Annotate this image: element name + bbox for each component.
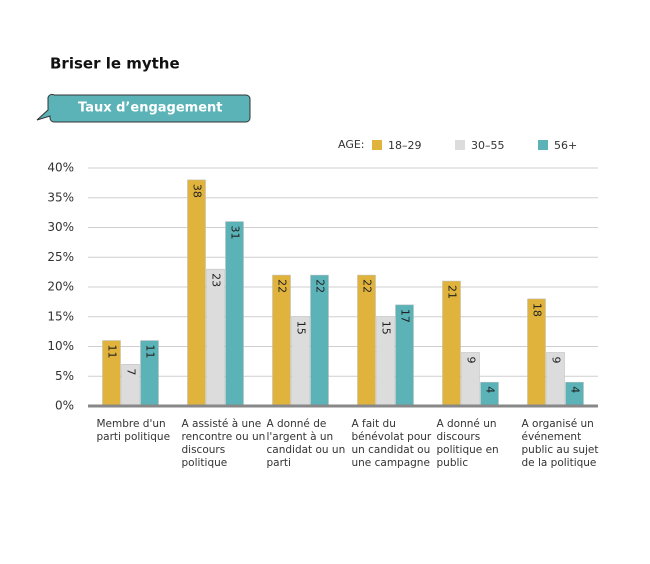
y-tick-label: 40% <box>47 161 74 175</box>
bar <box>187 179 206 407</box>
legend-label: 56+ <box>554 139 577 152</box>
bar-value-label: 23 <box>210 273 223 287</box>
bar-value-label: 15 <box>380 321 393 335</box>
badge <box>36 93 251 123</box>
bar <box>206 268 225 407</box>
bar <box>442 280 461 407</box>
bar-value-label: 4 <box>569 386 582 393</box>
chart-title: Briser le mythe <box>50 55 180 73</box>
bar-value-label: 21 <box>446 285 459 299</box>
x-tick-label: A donné de l'argent à un candidat ou un … <box>266 418 346 469</box>
y-tick-label: 25% <box>47 250 74 264</box>
bar-value-label: 11 <box>106 345 119 359</box>
legend-label: 30–55 <box>471 139 505 152</box>
x-tick-label: A donné un discours politique en public <box>436 418 499 469</box>
x-tick-label: A assisté à une rencontre ou un discours… <box>181 418 266 469</box>
x-tick-label: Membre d'un parti politique <box>96 418 171 443</box>
y-tick-label: 20% <box>47 280 74 294</box>
legend-swatch <box>372 140 382 150</box>
x-tick-label: A organisé un événement public au sujet … <box>521 418 599 469</box>
bar-value-label: 11 <box>144 345 157 359</box>
bar <box>310 274 329 407</box>
y-tick-label: 5% <box>55 369 74 383</box>
bar-value-label: 31 <box>229 226 242 240</box>
legend-swatch <box>538 140 548 150</box>
bar-value-label: 4 <box>484 386 497 393</box>
bar-value-label: 9 <box>465 356 478 363</box>
y-tick-label: 15% <box>47 309 74 323</box>
bar-value-label: 22 <box>361 279 374 293</box>
bar-value-label: 22 <box>314 279 327 293</box>
bar <box>272 274 291 407</box>
bar-value-label: 7 <box>125 368 138 375</box>
x-tick-label: A fait du bénévolat pour un candidat ou … <box>351 418 432 469</box>
y-tick-label: 30% <box>47 220 74 234</box>
bar <box>357 274 376 407</box>
legend-swatch <box>455 140 465 150</box>
y-tick-label: 35% <box>47 190 74 204</box>
bar-value-label: 15 <box>295 321 308 335</box>
bar-value-label: 38 <box>191 184 204 198</box>
y-tick-label: 0% <box>55 399 74 413</box>
legend-label: 18–29 <box>388 139 422 152</box>
chart-subtitle: Taux d’engagement <box>78 101 222 116</box>
y-tick-label: 10% <box>47 339 74 353</box>
bar <box>225 221 244 407</box>
bar-value-label: 17 <box>399 309 412 323</box>
bar-value-label: 22 <box>276 279 289 293</box>
bar-value-label: 9 <box>550 356 563 363</box>
legend-title: AGE: <box>338 138 365 151</box>
bar-value-label: 18 <box>531 303 544 317</box>
